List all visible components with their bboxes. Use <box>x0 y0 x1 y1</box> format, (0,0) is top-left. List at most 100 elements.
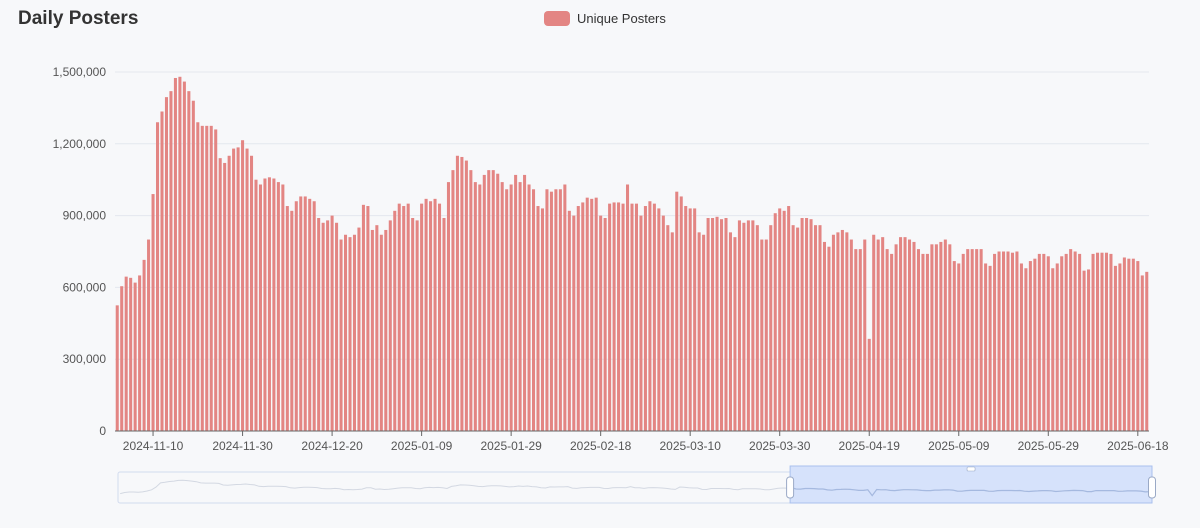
bar[interactable] <box>191 100 195 431</box>
bar[interactable] <box>894 244 898 431</box>
bar[interactable] <box>115 305 119 431</box>
bar[interactable] <box>988 265 992 431</box>
bar[interactable] <box>258 184 262 431</box>
bar[interactable] <box>1140 275 1144 431</box>
bar[interactable] <box>805 217 809 431</box>
legend[interactable]: Unique Posters <box>544 11 666 26</box>
bar[interactable] <box>344 234 348 431</box>
bar[interactable] <box>384 229 388 431</box>
bar[interactable] <box>845 232 849 431</box>
bar[interactable] <box>124 276 128 431</box>
bar[interactable] <box>1028 261 1032 431</box>
zoom-handle-left[interactable] <box>786 476 795 499</box>
bar[interactable] <box>214 129 218 431</box>
bar[interactable] <box>885 249 889 431</box>
bar[interactable] <box>294 201 298 431</box>
bar[interactable] <box>352 234 356 431</box>
bar[interactable] <box>496 173 500 431</box>
bar[interactable] <box>411 217 415 431</box>
bar[interactable] <box>822 241 826 431</box>
bar[interactable] <box>1051 268 1055 431</box>
bar[interactable] <box>169 91 173 431</box>
bar[interactable] <box>934 244 938 431</box>
bar[interactable] <box>912 241 916 431</box>
zoom-handle-right[interactable] <box>1148 476 1156 499</box>
bar[interactable] <box>406 203 410 431</box>
bar[interactable] <box>791 225 795 431</box>
bar[interactable] <box>397 203 401 431</box>
bar[interactable] <box>473 182 477 431</box>
bar[interactable] <box>1010 252 1014 431</box>
bar[interactable] <box>1131 258 1135 431</box>
bar[interactable] <box>272 178 276 431</box>
bar[interactable] <box>916 249 920 431</box>
bar[interactable] <box>129 277 133 431</box>
bar[interactable] <box>975 249 979 431</box>
bar[interactable] <box>1136 261 1140 431</box>
bar[interactable] <box>402 206 406 431</box>
zoom-drag-grip[interactable] <box>966 466 976 472</box>
bar[interactable] <box>245 148 249 431</box>
bar[interactable] <box>1060 256 1064 431</box>
bar[interactable] <box>590 198 594 431</box>
bar[interactable] <box>702 234 706 431</box>
bar[interactable] <box>1015 251 1019 432</box>
bar[interactable] <box>1091 253 1095 431</box>
bar[interactable] <box>438 203 442 431</box>
bar[interactable] <box>679 196 683 431</box>
bar[interactable] <box>746 220 750 431</box>
bar[interactable] <box>724 217 728 431</box>
bar[interactable] <box>1033 258 1037 431</box>
bar[interactable] <box>200 125 204 431</box>
bar[interactable] <box>608 203 612 431</box>
bar[interactable] <box>370 229 374 431</box>
bar[interactable] <box>549 191 553 431</box>
bar[interactable] <box>303 196 307 431</box>
bar[interactable] <box>415 220 419 431</box>
bar[interactable] <box>1064 253 1068 431</box>
bar[interactable] <box>308 198 312 431</box>
bar[interactable] <box>827 246 831 431</box>
bar[interactable] <box>800 217 804 431</box>
bar[interactable] <box>836 232 840 431</box>
bar[interactable] <box>661 215 665 431</box>
bar[interactable] <box>482 174 486 431</box>
bar[interactable] <box>572 215 576 431</box>
bar[interactable] <box>751 220 755 431</box>
bar[interactable] <box>670 232 674 431</box>
bar[interactable] <box>276 182 280 431</box>
bar[interactable] <box>867 338 871 431</box>
bar[interactable] <box>393 210 397 431</box>
bar[interactable] <box>957 263 961 431</box>
bar[interactable] <box>831 234 835 431</box>
bar[interactable] <box>603 217 607 431</box>
bar[interactable] <box>1122 257 1126 431</box>
bar[interactable] <box>854 249 858 431</box>
bar[interactable] <box>263 178 267 431</box>
bar[interactable] <box>1096 252 1100 431</box>
bar[interactable] <box>706 217 710 431</box>
bar[interactable] <box>173 77 177 431</box>
bar[interactable] <box>876 239 880 431</box>
bar[interactable] <box>379 234 383 431</box>
bar[interactable] <box>1037 253 1041 431</box>
bar[interactable] <box>688 208 692 431</box>
bar[interactable] <box>787 206 791 431</box>
bar[interactable] <box>460 156 464 432</box>
bar[interactable] <box>1082 270 1086 431</box>
bar[interactable] <box>899 237 903 431</box>
bar[interactable] <box>997 251 1001 432</box>
bar[interactable] <box>446 182 450 431</box>
bar[interactable] <box>921 253 925 431</box>
bar[interactable] <box>585 197 589 431</box>
bar[interactable] <box>429 201 433 431</box>
bar[interactable] <box>693 208 697 431</box>
bar[interactable] <box>156 122 160 431</box>
bar[interactable] <box>509 184 513 431</box>
bar[interactable] <box>218 158 222 431</box>
bar[interactable] <box>330 215 334 431</box>
bar[interactable] <box>348 237 352 431</box>
bar[interactable] <box>339 239 343 431</box>
bar[interactable] <box>733 237 737 431</box>
bar[interactable] <box>970 249 974 431</box>
